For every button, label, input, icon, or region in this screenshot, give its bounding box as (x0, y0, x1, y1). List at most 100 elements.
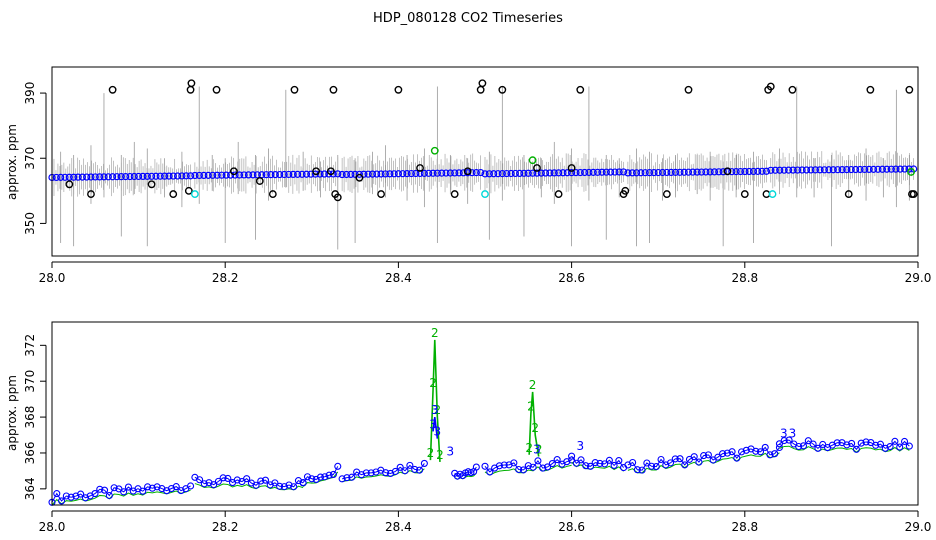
outlier-point-black (377, 190, 385, 198)
blue-peak-label: 3 (429, 417, 437, 431)
blue-series-point (881, 444, 889, 452)
blue-series-point (543, 463, 552, 471)
baseline-point (213, 171, 221, 179)
baseline-point (468, 169, 476, 177)
top-y-axis-label: approx. ppm (5, 124, 19, 200)
baseline-point (741, 167, 749, 176)
blue-series-point (785, 436, 793, 444)
baseline-point (874, 165, 882, 173)
blue-series-point (891, 437, 899, 445)
bottom-y-tick-label: 366 (23, 442, 37, 465)
outlier-point-black (184, 186, 193, 195)
baseline-point (589, 168, 597, 176)
baseline-point (429, 169, 437, 177)
outlier-point-black (187, 79, 196, 88)
blue-peak-label: 3 (533, 443, 541, 457)
baseline-point (334, 170, 342, 178)
blue-series-point (486, 468, 494, 476)
outlier-point-black (450, 190, 459, 198)
bottom-y-axis-label: approx. ppm (5, 375, 19, 451)
baseline-point (485, 170, 493, 178)
green-series-line (342, 468, 425, 483)
blue-series-point (243, 475, 251, 483)
outlier-point-black (844, 190, 853, 198)
baseline-point (702, 168, 710, 176)
baseline-point (204, 171, 212, 179)
baseline-point (178, 172, 186, 180)
outlier-point-black (65, 180, 74, 189)
top-y-tick-label: 350 (23, 212, 37, 235)
bottom-x-tick-label: 28.8 (731, 520, 758, 534)
top-y-tick-label: 390 (23, 82, 37, 105)
green-peak-label: 2 (531, 421, 539, 435)
baseline-point (896, 165, 904, 173)
baseline-point (785, 166, 793, 174)
baseline-point (156, 172, 164, 180)
blue-series-point (582, 462, 590, 470)
outlier-point-green (907, 168, 915, 176)
baseline-point (416, 169, 424, 178)
blue-series-point (610, 461, 618, 469)
blue-series-point (742, 446, 750, 454)
baseline-point (671, 168, 680, 176)
blue-series-point (338, 475, 346, 483)
blue-series-point (896, 443, 904, 451)
baseline-point (96, 173, 104, 181)
top-y-tick-label: 370 (23, 147, 37, 170)
blue-series-point (120, 488, 128, 496)
green-series-line (484, 464, 572, 476)
baseline-point (637, 169, 645, 177)
outlier-point-black (621, 186, 630, 195)
green-series-line (571, 461, 624, 472)
baseline-point (117, 173, 125, 181)
blue-series-point (252, 481, 260, 489)
baseline-point (262, 171, 270, 179)
blue-series-point (681, 461, 689, 469)
blue-series-point (62, 492, 70, 500)
baseline-point (550, 169, 558, 177)
baseline-point (719, 168, 727, 176)
blue-series-point (391, 467, 399, 476)
baseline-point (780, 166, 788, 174)
baseline-point (693, 168, 701, 176)
baseline-point (70, 173, 78, 181)
blue-series-point (900, 437, 909, 446)
baseline-point (829, 166, 837, 174)
blue-series-point (148, 484, 156, 492)
blue-peak-label: 3 (434, 425, 442, 439)
blue-series-point (144, 483, 152, 491)
blue-series-point (372, 468, 380, 476)
outlier-point-black (186, 85, 195, 94)
baseline-point (593, 168, 602, 176)
blue-series-point (124, 483, 132, 491)
blue-series-point (605, 456, 613, 464)
baseline-point (585, 168, 593, 177)
baseline-point (563, 169, 571, 177)
bottom-x-tick-label: 28.0 (39, 520, 66, 534)
blue-series-point (586, 462, 595, 470)
baseline-point (533, 169, 541, 177)
blue-series-point (872, 441, 880, 449)
baseline-point (776, 166, 784, 174)
blue-peak-label: 3 (447, 444, 455, 458)
bottom-y-tick-label: 372 (23, 334, 37, 357)
blue-series-point (615, 457, 623, 465)
baseline-point (710, 168, 719, 176)
baseline-point (104, 173, 112, 181)
outlier-point-black (463, 167, 472, 176)
baseline-point (459, 169, 467, 177)
baseline-point (771, 166, 779, 174)
bottom-x-tick-label: 28.2 (212, 520, 239, 534)
baseline-point (697, 168, 706, 176)
baseline-point (856, 165, 864, 174)
baseline-point (293, 170, 302, 178)
blue-series-point (53, 490, 61, 498)
blue-series-point (657, 455, 665, 464)
blue-series-point (771, 450, 779, 458)
blue-series-point (700, 452, 708, 460)
baseline-point (798, 166, 806, 174)
baseline-point (147, 172, 156, 180)
green-peak-label: 2 (535, 443, 543, 457)
blue-series-point (568, 452, 576, 460)
